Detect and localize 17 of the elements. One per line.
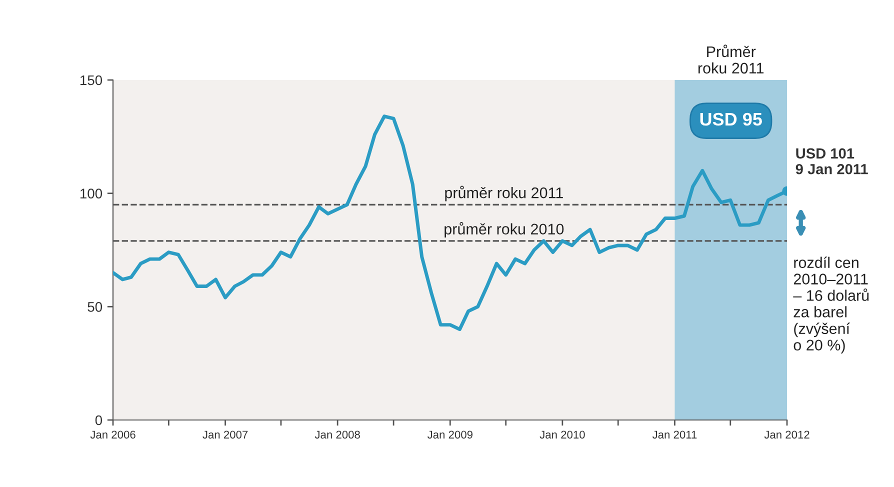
ref-line-label: průměr roku 2011: [445, 186, 563, 202]
y-tick-label: 100: [80, 188, 102, 199]
x-tick-label: Jan 2007: [202, 430, 248, 439]
x-tick-label: Jan 2009: [427, 430, 472, 439]
y-tick-label: 0: [95, 415, 102, 426]
band-label: Průměr roku 2011: [698, 44, 764, 74]
x-tick-label: Jan 2006: [90, 430, 136, 439]
text: rozdíl cen 2010–2011 – 16 dolarů za barel (zvýšení o 20 %): [793, 256, 869, 354]
y-tick-label: 50: [88, 302, 102, 312]
y-tick-label: 150: [80, 75, 102, 86]
x-tick-label: Jan 2008: [314, 430, 360, 439]
x-tick-label: Jan 2012: [764, 430, 810, 439]
x-tick-label: Jan 2010: [540, 430, 585, 439]
annotation: USD 95: [700, 112, 762, 126]
ref-line-label: průměr roku 2010: [444, 222, 564, 238]
annotation: USD 101 9 Jan 2011: [796, 148, 868, 174]
x-tick-label: Jan 2011: [652, 430, 697, 439]
